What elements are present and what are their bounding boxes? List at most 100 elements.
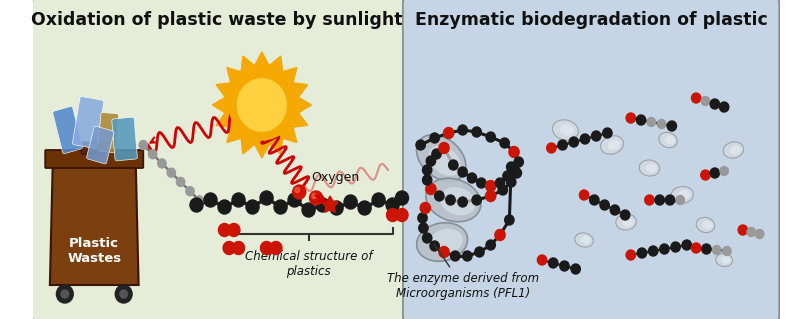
Circle shape bbox=[443, 128, 454, 138]
Ellipse shape bbox=[702, 221, 713, 229]
Circle shape bbox=[701, 170, 710, 180]
FancyBboxPatch shape bbox=[46, 150, 143, 168]
Circle shape bbox=[149, 150, 157, 159]
Circle shape bbox=[590, 195, 599, 205]
Circle shape bbox=[115, 285, 132, 303]
Circle shape bbox=[626, 113, 635, 123]
Circle shape bbox=[312, 194, 317, 198]
Circle shape bbox=[232, 193, 245, 207]
Circle shape bbox=[621, 210, 630, 220]
Text: Oxidation of plastic waste by sunlight: Oxidation of plastic waste by sunlight bbox=[31, 11, 402, 29]
Circle shape bbox=[472, 127, 482, 137]
Circle shape bbox=[472, 195, 482, 205]
Circle shape bbox=[426, 156, 435, 166]
Ellipse shape bbox=[417, 135, 466, 181]
Circle shape bbox=[395, 191, 409, 205]
Polygon shape bbox=[50, 165, 138, 285]
Circle shape bbox=[458, 125, 467, 135]
Circle shape bbox=[636, 115, 646, 125]
Circle shape bbox=[682, 240, 691, 250]
Circle shape bbox=[486, 190, 496, 202]
Circle shape bbox=[477, 178, 486, 188]
Circle shape bbox=[396, 209, 408, 221]
Circle shape bbox=[260, 191, 273, 205]
Circle shape bbox=[602, 128, 612, 138]
FancyBboxPatch shape bbox=[112, 117, 138, 161]
Ellipse shape bbox=[716, 254, 733, 266]
Circle shape bbox=[691, 93, 701, 103]
Circle shape bbox=[158, 159, 166, 168]
Circle shape bbox=[302, 203, 315, 217]
Text: The enzyme derived from
Microorganisms (PFL1): The enzyme derived from Microorganisms (… bbox=[386, 244, 538, 300]
FancyBboxPatch shape bbox=[403, 0, 779, 319]
Circle shape bbox=[295, 188, 300, 192]
Circle shape bbox=[439, 143, 449, 153]
Polygon shape bbox=[322, 196, 338, 212]
Ellipse shape bbox=[553, 120, 578, 140]
Circle shape bbox=[649, 246, 658, 256]
Ellipse shape bbox=[417, 223, 467, 261]
Circle shape bbox=[449, 160, 458, 170]
Circle shape bbox=[223, 241, 235, 255]
Circle shape bbox=[702, 244, 711, 254]
Circle shape bbox=[580, 134, 590, 144]
Circle shape bbox=[218, 224, 230, 236]
Circle shape bbox=[372, 193, 385, 207]
Circle shape bbox=[645, 195, 654, 205]
Ellipse shape bbox=[639, 160, 660, 176]
Circle shape bbox=[246, 200, 259, 214]
Ellipse shape bbox=[430, 229, 462, 254]
Circle shape bbox=[710, 99, 719, 109]
FancyBboxPatch shape bbox=[53, 106, 82, 154]
Circle shape bbox=[549, 258, 558, 268]
Circle shape bbox=[538, 255, 546, 265]
Circle shape bbox=[233, 241, 245, 255]
Circle shape bbox=[713, 246, 721, 255]
Circle shape bbox=[486, 181, 496, 191]
Circle shape bbox=[569, 137, 578, 147]
Circle shape bbox=[600, 200, 610, 210]
Circle shape bbox=[434, 191, 444, 201]
Circle shape bbox=[310, 191, 322, 205]
Circle shape bbox=[647, 117, 655, 127]
Circle shape bbox=[474, 247, 484, 257]
Circle shape bbox=[458, 167, 467, 177]
Circle shape bbox=[57, 285, 74, 303]
Circle shape bbox=[218, 200, 231, 214]
Circle shape bbox=[486, 240, 495, 250]
Circle shape bbox=[691, 243, 701, 253]
Circle shape bbox=[432, 149, 441, 159]
Circle shape bbox=[503, 171, 512, 181]
Circle shape bbox=[498, 185, 507, 195]
Circle shape bbox=[500, 138, 510, 148]
Ellipse shape bbox=[608, 140, 620, 150]
Circle shape bbox=[344, 195, 357, 209]
Circle shape bbox=[658, 120, 666, 129]
Circle shape bbox=[186, 187, 194, 196]
Circle shape bbox=[719, 102, 729, 112]
FancyBboxPatch shape bbox=[98, 112, 118, 152]
Ellipse shape bbox=[426, 178, 481, 222]
Ellipse shape bbox=[616, 214, 636, 230]
Circle shape bbox=[495, 178, 505, 188]
Circle shape bbox=[418, 213, 427, 223]
Circle shape bbox=[660, 244, 669, 254]
Ellipse shape bbox=[659, 132, 678, 148]
Circle shape bbox=[710, 168, 719, 178]
Circle shape bbox=[512, 168, 522, 178]
Circle shape bbox=[293, 185, 306, 199]
Circle shape bbox=[420, 203, 430, 213]
Circle shape bbox=[676, 196, 685, 204]
Circle shape bbox=[720, 167, 728, 175]
Ellipse shape bbox=[601, 136, 623, 154]
Circle shape bbox=[546, 143, 556, 153]
Circle shape bbox=[177, 177, 185, 186]
Circle shape bbox=[418, 223, 428, 233]
Circle shape bbox=[558, 140, 567, 150]
Text: Chemical structure of
plastics: Chemical structure of plastics bbox=[245, 250, 372, 278]
Ellipse shape bbox=[581, 236, 591, 244]
Circle shape bbox=[506, 177, 516, 187]
Ellipse shape bbox=[560, 124, 574, 136]
FancyBboxPatch shape bbox=[32, 0, 405, 319]
Circle shape bbox=[509, 146, 519, 158]
